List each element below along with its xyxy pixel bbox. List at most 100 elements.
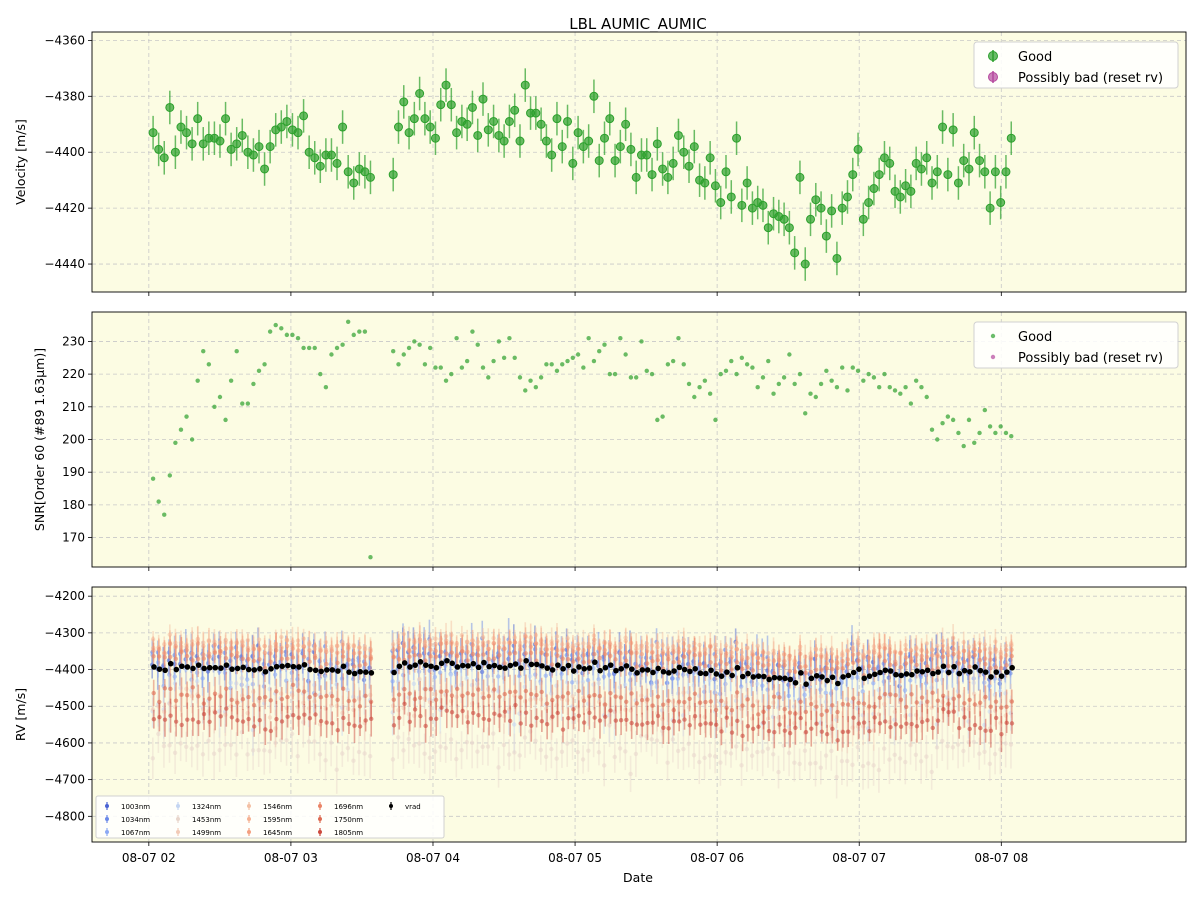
data-point bbox=[428, 642, 433, 647]
data-point bbox=[351, 758, 356, 763]
data-point bbox=[676, 639, 681, 644]
data-point bbox=[867, 728, 872, 734]
data-point bbox=[623, 638, 628, 644]
data-point bbox=[267, 329, 273, 334]
data-point bbox=[749, 682, 755, 688]
data-point bbox=[642, 150, 652, 160]
data-point bbox=[346, 698, 351, 704]
data-point bbox=[987, 709, 992, 714]
data-point bbox=[655, 641, 660, 646]
data-point bbox=[718, 371, 723, 377]
data-point bbox=[919, 648, 924, 653]
data-point bbox=[904, 721, 909, 726]
data-point bbox=[576, 646, 581, 652]
data-point bbox=[443, 378, 449, 383]
data-point bbox=[576, 713, 582, 718]
data-point bbox=[412, 652, 417, 658]
data-point bbox=[629, 651, 634, 656]
data-point bbox=[538, 681, 543, 686]
data-point bbox=[650, 669, 656, 676]
data-point bbox=[396, 663, 403, 670]
data-point bbox=[998, 688, 1003, 694]
data-point bbox=[856, 700, 861, 706]
y-tick-label: −4420 bbox=[44, 201, 85, 215]
data-point bbox=[739, 673, 746, 680]
data-point bbox=[602, 342, 607, 347]
data-point bbox=[464, 714, 470, 719]
data-point bbox=[655, 713, 661, 719]
data-point bbox=[971, 680, 977, 686]
data-point bbox=[151, 717, 157, 722]
data-point bbox=[951, 641, 956, 646]
data-point bbox=[502, 665, 508, 671]
data-point bbox=[591, 640, 597, 646]
data-point bbox=[407, 691, 412, 696]
data-point bbox=[602, 647, 608, 653]
data-point bbox=[485, 744, 491, 749]
data-point bbox=[930, 670, 936, 677]
data-point bbox=[943, 170, 953, 180]
data-point bbox=[195, 641, 201, 646]
data-point bbox=[913, 712, 919, 718]
data-point bbox=[289, 670, 295, 675]
data-point bbox=[485, 674, 490, 679]
data-point bbox=[449, 632, 454, 638]
data-point bbox=[167, 743, 172, 748]
data-point bbox=[935, 718, 941, 723]
data-point bbox=[312, 655, 318, 661]
data-point bbox=[257, 695, 262, 701]
data-point bbox=[634, 722, 640, 727]
data-point bbox=[216, 654, 222, 659]
data-point bbox=[971, 676, 976, 681]
data-point bbox=[618, 695, 624, 700]
data-point bbox=[218, 665, 224, 671]
data-point bbox=[195, 678, 200, 684]
data-point bbox=[945, 414, 951, 419]
data-point bbox=[691, 752, 697, 758]
data-point bbox=[792, 720, 797, 726]
data-point bbox=[554, 634, 560, 639]
data-point bbox=[634, 701, 639, 706]
data-point bbox=[195, 743, 200, 748]
data-point bbox=[460, 693, 465, 699]
data-point bbox=[417, 676, 422, 682]
data-point bbox=[670, 358, 676, 364]
legend-marker bbox=[389, 804, 393, 808]
data-point bbox=[520, 80, 530, 90]
data-point bbox=[507, 640, 512, 646]
data-point bbox=[745, 664, 750, 670]
data-point bbox=[349, 178, 359, 188]
data-point bbox=[283, 649, 289, 654]
legend-label: Good bbox=[1018, 50, 1052, 65]
data-point bbox=[781, 743, 787, 748]
data-point bbox=[855, 706, 860, 711]
data-point bbox=[240, 696, 246, 702]
data-point bbox=[454, 335, 459, 341]
data-point bbox=[860, 724, 866, 729]
data-point bbox=[411, 743, 417, 748]
data-point bbox=[665, 680, 670, 686]
data-point bbox=[644, 368, 649, 374]
data-point bbox=[737, 200, 747, 210]
data-point bbox=[284, 705, 289, 711]
data-point bbox=[864, 198, 874, 208]
data-point bbox=[749, 661, 755, 667]
data-point bbox=[156, 499, 161, 504]
data-point bbox=[229, 715, 235, 720]
data-point bbox=[721, 167, 731, 177]
data-point bbox=[496, 645, 502, 650]
data-point bbox=[712, 690, 718, 695]
data-point bbox=[563, 116, 573, 126]
data-point bbox=[760, 683, 765, 688]
data-point bbox=[433, 654, 439, 659]
data-point bbox=[565, 644, 571, 650]
data-point bbox=[1003, 643, 1009, 649]
data-point bbox=[312, 699, 317, 704]
data-point bbox=[304, 147, 314, 157]
data-point bbox=[362, 751, 367, 756]
data-point bbox=[961, 748, 966, 754]
data-point bbox=[212, 691, 218, 696]
data-point bbox=[469, 682, 475, 688]
legend-marker bbox=[318, 817, 322, 821]
data-point bbox=[491, 656, 497, 661]
